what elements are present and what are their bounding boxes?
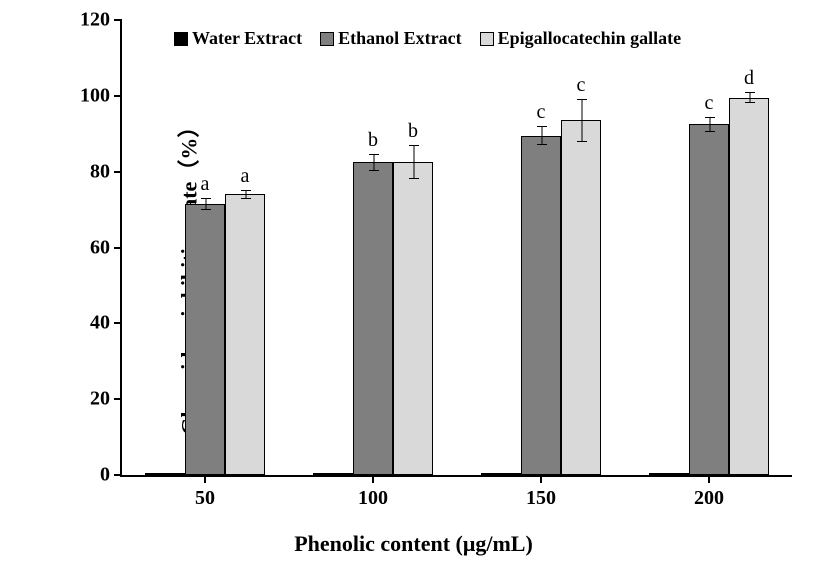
y-tick <box>114 322 122 324</box>
bar <box>729 98 769 475</box>
x-tick <box>372 475 374 483</box>
x-tick-label: 50 <box>195 487 215 510</box>
y-tick <box>114 474 122 476</box>
legend-label: Epigallocatechin gallate <box>498 28 682 49</box>
chart-container: α-Glucosidase inhibition rate（%） Phenoli… <box>0 0 827 569</box>
y-tick <box>114 398 122 400</box>
y-tick <box>114 19 122 21</box>
legend-item: Water Extract <box>174 28 302 49</box>
significance-label: b <box>368 129 378 152</box>
plot-area: Water Extract Ethanol Extract Epigallocate… <box>120 20 792 477</box>
legend-label: Ethanol Extract <box>338 28 462 49</box>
bar <box>393 162 433 475</box>
significance-label: c <box>537 101 546 124</box>
bar <box>145 473 185 475</box>
bar <box>353 162 393 475</box>
significance-label: c <box>577 74 586 97</box>
significance-label: b <box>408 120 418 143</box>
x-tick-label: 100 <box>358 487 388 510</box>
x-tick <box>708 475 710 483</box>
y-tick-label: 0 <box>100 464 110 487</box>
significance-label: c <box>705 92 714 115</box>
bar <box>185 204 225 475</box>
significance-label: a <box>241 165 250 188</box>
significance-label: a <box>201 173 210 196</box>
legend: Water Extract Ethanol Extract Epigallocate… <box>174 28 681 49</box>
bar <box>313 473 353 475</box>
y-tick-label: 80 <box>90 160 110 183</box>
significance-label: d <box>744 67 754 90</box>
y-tick <box>114 171 122 173</box>
x-axis-title: Phenolic content (μg/mL) <box>294 531 533 557</box>
x-tick <box>540 475 542 483</box>
y-tick-label: 120 <box>80 9 110 32</box>
legend-label: Water Extract <box>192 28 302 49</box>
legend-swatch <box>320 32 334 46</box>
legend-swatch <box>480 32 494 46</box>
y-tick-label: 40 <box>90 312 110 335</box>
y-tick-label: 60 <box>90 236 110 259</box>
bar <box>225 194 265 475</box>
x-tick-label: 200 <box>694 487 724 510</box>
y-tick-label: 100 <box>80 84 110 107</box>
bar <box>521 136 561 475</box>
x-tick-label: 150 <box>526 487 556 510</box>
legend-item: Ethanol Extract <box>320 28 462 49</box>
bar <box>561 120 601 475</box>
bar <box>649 473 689 475</box>
y-tick-label: 20 <box>90 388 110 411</box>
y-tick <box>114 95 122 97</box>
bar <box>689 124 729 475</box>
legend-item: Epigallocatechin gallate <box>480 28 682 49</box>
x-tick <box>204 475 206 483</box>
y-tick <box>114 247 122 249</box>
legend-swatch <box>174 32 188 46</box>
bar <box>481 473 521 475</box>
